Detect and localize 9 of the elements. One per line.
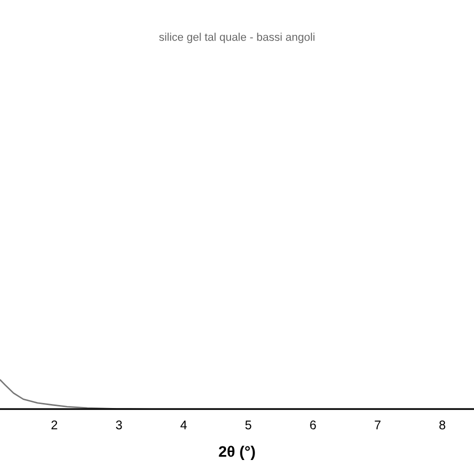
x-tick-label: 3 bbox=[116, 420, 122, 430]
x-tick-label: 2 bbox=[51, 420, 58, 430]
x-tick-label: 7 bbox=[374, 420, 380, 430]
x-tick-label: 4 bbox=[180, 420, 187, 430]
x-tick-label: 5 bbox=[245, 420, 252, 430]
x-axis-title: 2θ (°) bbox=[218, 446, 255, 460]
chart-title: silice gel tal quale - bassi angoli bbox=[159, 32, 314, 44]
x-tick-label: 8 bbox=[439, 420, 446, 430]
x-tick-label: 6 bbox=[310, 420, 316, 430]
